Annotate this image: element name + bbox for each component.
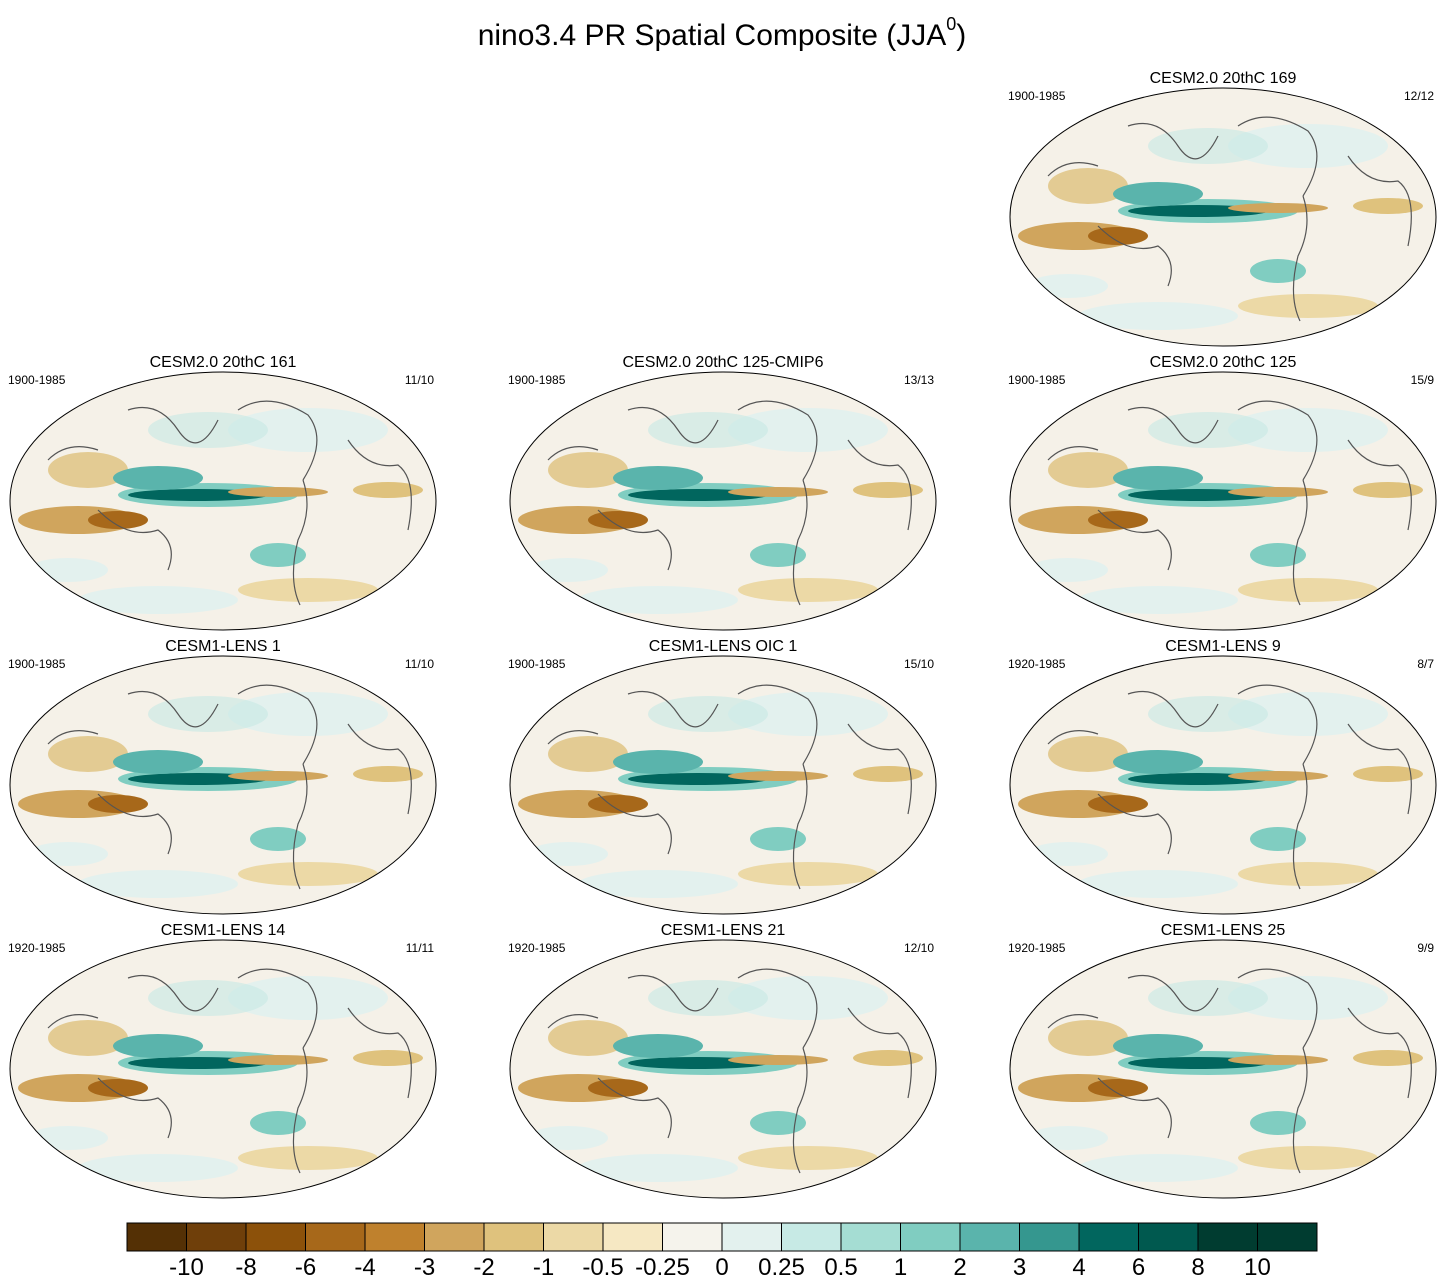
map-ellipse — [1009, 371, 1437, 631]
colorbar-tick-label: -1 — [532, 1254, 555, 1281]
colorbar-swatch — [1257, 1222, 1318, 1252]
colorbar-tick-label: 0 — [715, 1254, 729, 1281]
page-title: nino3.4 PR Spatial Composite (JJA0) — [477, 14, 967, 52]
map-ellipse — [9, 371, 437, 631]
colorbar-tick-label: -0.25 — [635, 1254, 690, 1281]
colorbar-swatch — [662, 1222, 723, 1252]
map-panel: CESM1-LENS 9 1920-1985 8/7 — [1008, 638, 1438, 916]
panel-period: 1920-1985 — [1008, 941, 1066, 955]
colorbar-swatch — [602, 1222, 663, 1252]
colorbar-tick-label: -6 — [294, 1254, 317, 1281]
panel-count: 11/11 — [405, 941, 434, 955]
colorbar-swatch — [305, 1222, 366, 1252]
panel-count: 15/9 — [1410, 373, 1434, 387]
colorbar-swatch — [900, 1222, 961, 1252]
colorbar-tick-label: 8 — [1191, 1254, 1205, 1281]
panel-count: 12/12 — [1403, 89, 1434, 103]
map-panel: CESM1-LENS 25 1920-1985 9/9 — [1008, 922, 1438, 1200]
colorbar-swatch — [186, 1222, 247, 1252]
map-ellipse — [1009, 939, 1437, 1199]
panel-title: CESM1-LENS 14 — [160, 922, 286, 939]
panel-title: CESM1-LENS OIC 1 — [648, 638, 798, 655]
colorbar-tick-label: 6 — [1131, 1254, 1146, 1281]
colorbar-swatch — [781, 1222, 842, 1252]
panel-count: 11/10 — [404, 657, 434, 671]
panel-count: 11/10 — [404, 373, 434, 387]
map-ellipse — [509, 371, 937, 631]
map-ellipse — [509, 655, 937, 915]
panel-count: 12/10 — [903, 941, 934, 955]
panel-period: 1900-1985 — [8, 373, 66, 387]
panel-title: CESM1-LENS 9 — [1165, 638, 1281, 655]
colorbar-swatch — [543, 1222, 604, 1252]
colorbar-swatch — [721, 1222, 782, 1252]
panel-count: 15/10 — [903, 657, 934, 671]
colorbar-tick-label: -0.5 — [582, 1254, 624, 1281]
colorbar-swatch — [959, 1222, 1020, 1252]
colorbar-tick-label: 0.5 — [824, 1254, 858, 1281]
panel-title: CESM2.0 20thC 161 — [149, 354, 297, 371]
colorbar-swatch — [364, 1222, 425, 1252]
colorbar-swatch — [1019, 1222, 1080, 1252]
map-ellipse — [9, 655, 437, 915]
map-panel: CESM2.0 20thC 169 1900-1985 12/12 — [1008, 70, 1438, 348]
colorbar-tick-label: 2 — [953, 1254, 967, 1281]
colorbar-tick-label: 4 — [1072, 1254, 1086, 1281]
colorbar-tick-label: -10 — [169, 1254, 204, 1281]
map-ellipse — [9, 939, 437, 1199]
panel-period: 1920-1985 — [1008, 657, 1066, 671]
map-ellipse — [1009, 87, 1437, 347]
colorbar-tick-label: -2 — [473, 1254, 495, 1281]
map-panel: CESM1-LENS 21 1920-1985 12/10 — [508, 922, 938, 1200]
colorbar-swatch — [1078, 1222, 1139, 1252]
panel-period: 1900-1985 — [508, 373, 566, 387]
panel-title: CESM1-LENS 21 — [660, 922, 786, 939]
map-panel: CESM1-LENS OIC 1 1900-1985 15/10 — [508, 638, 938, 916]
panel-count: 9/9 — [1417, 941, 1434, 955]
map-panel: CESM2.0 20thC 125 1900-1985 15/9 — [1008, 354, 1438, 632]
colorbar-tick-label: 10 — [1244, 1254, 1271, 1281]
map-panel: CESM2.0 20thC 161 1900-1985 11/10 — [8, 354, 438, 632]
panel-title: CESM2.0 20thC 125-CMIP6 — [622, 354, 824, 371]
colorbar-swatch — [1197, 1222, 1258, 1252]
panel-title: CESM1-LENS 1 — [165, 638, 281, 655]
map-ellipse — [1009, 655, 1437, 915]
panel-period: 1920-1985 — [8, 941, 66, 955]
map-panel: CESM1-LENS 1 1900-1985 11/10 — [8, 638, 438, 916]
colorbar-swatch — [840, 1222, 901, 1252]
colorbar-tick-label: -8 — [235, 1254, 257, 1281]
colorbar-tick-label: -4 — [354, 1254, 376, 1281]
map-panel: CESM1-LENS 14 1920-1985 11/11 — [8, 922, 438, 1200]
colorbar-tick-label: -3 — [413, 1254, 436, 1281]
panel-period: 1900-1985 — [8, 657, 66, 671]
panel-title: CESM2.0 20thC 125 — [1149, 354, 1297, 371]
colorbar-swatch — [424, 1222, 485, 1252]
colorbar-swatch — [126, 1222, 187, 1252]
panel-period: 1900-1985 — [508, 657, 566, 671]
panel-count: 13/13 — [903, 373, 934, 387]
panel-period: 1900-1985 — [1008, 89, 1066, 103]
colorbar — [126, 1222, 1318, 1252]
colorbar-swatch — [245, 1222, 306, 1252]
panel-title: CESM2.0 20thC 169 — [1149, 70, 1297, 87]
panel-count: 8/7 — [1417, 657, 1434, 671]
colorbar-swatch — [483, 1222, 544, 1252]
panel-period: 1900-1985 — [1008, 373, 1066, 387]
colorbar-swatch — [1138, 1222, 1199, 1252]
colorbar-tick-label: 0.25 — [758, 1254, 805, 1281]
panel-period: 1920-1985 — [508, 941, 566, 955]
panel-title: CESM1-LENS 25 — [1160, 922, 1286, 939]
colorbar-tick-label: 1 — [893, 1254, 908, 1281]
map-ellipse — [509, 939, 937, 1199]
map-panel: CESM2.0 20thC 125-CMIP6 1900-1985 13/13 — [508, 354, 938, 632]
colorbar-tick-label: 3 — [1012, 1254, 1027, 1281]
